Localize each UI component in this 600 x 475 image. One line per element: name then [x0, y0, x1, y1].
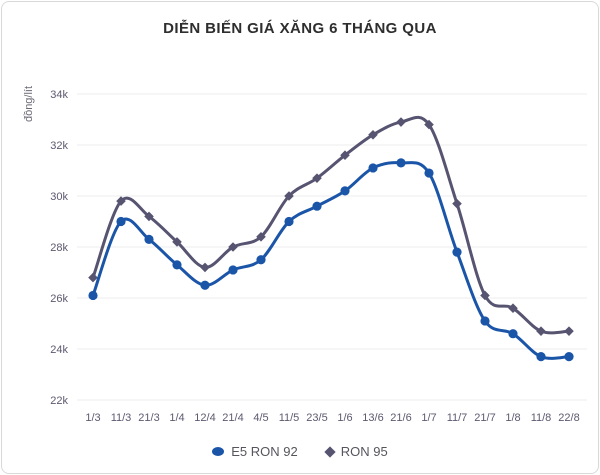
x-tick-label: 4/5: [253, 412, 268, 424]
series-e5-ron-92: [88, 158, 574, 362]
legend-label-ron-95: RON 95: [340, 444, 388, 459]
e5-ron-92-data-point: [284, 216, 294, 227]
ron-95-data-point: [172, 237, 182, 247]
legend-item-e5-ron-92[interactable]: E5 RON 92: [212, 444, 298, 459]
x-tick-label: 22/8: [558, 412, 579, 424]
x-tick-label: 1/4: [169, 412, 184, 424]
ron-95-data-point: [340, 150, 350, 160]
ron-95-marker-icon: [324, 445, 336, 458]
gridlines: [77, 93, 587, 401]
e5-ron-92-data-point: [312, 201, 322, 211]
ron-95-data-point: [564, 326, 574, 336]
x-tick-label: 1/6: [337, 412, 352, 424]
chart-legend: E5 RON 92 RON 95: [2, 444, 598, 459]
ron-95-data-point: [200, 262, 210, 273]
x-tick-label: 1/8: [505, 412, 520, 424]
ron-95-data-point: [480, 290, 490, 301]
e5-ron-92-data-point: [228, 265, 238, 275]
y-tick-label: 34k: [50, 89, 68, 101]
e5-ron-92-data-point: [396, 158, 406, 168]
e5-ron-92-line: [91, 161, 571, 360]
e5-ron-92-data-point: [116, 216, 126, 227]
ron-95-line: [91, 115, 571, 335]
x-tick-label: 11/5: [279, 412, 300, 424]
e5-ron-92-data-point: [536, 352, 546, 362]
x-tick-label: 21/3: [138, 412, 159, 424]
y-tick-label: 30k: [50, 191, 68, 203]
e5-ron-92-data-point: [88, 290, 98, 301]
x-tick-label: 11/8: [531, 412, 552, 424]
y-tick-label: 26k: [50, 293, 68, 305]
x-tick-label: 21/6: [390, 412, 411, 424]
ron-95-data-point: [228, 242, 238, 252]
ron-95-data-point: [368, 130, 378, 140]
ron-95-data-point: [256, 232, 266, 242]
x-tick-label: 11/3: [111, 412, 132, 424]
y-tick-label: 32k: [50, 140, 68, 152]
legend-label-e5-ron-92: E5 RON 92: [231, 444, 298, 459]
ron-95-data-point: [508, 303, 518, 313]
y-tick-label: 24k: [50, 344, 68, 356]
y-tick-label: 28k: [50, 242, 68, 254]
e5-ron-92-data-point: [564, 352, 574, 362]
y-axis-tick-labels: 22k 24k 26k 28k 30k 32k 34k: [50, 89, 68, 407]
ron-95-data-point: [312, 173, 322, 183]
ron-95-data-point: [536, 326, 546, 336]
ron-95-data-point: [116, 196, 126, 206]
ron-95-data-point: [424, 119, 434, 130]
x-tick-label: 11/7: [447, 412, 468, 424]
price-line-chart: 22k 24k 26k 28k 30k 32k 34k 1/3 11/3 21/3 1/4 12/4 2…: [50, 89, 587, 424]
e5-ron-92-data-point: [144, 234, 154, 244]
e5-ron-92-data-point: [368, 163, 378, 173]
x-tick-label: 1/3: [85, 412, 100, 424]
e5-ron-92-data-point: [508, 329, 518, 339]
e5-ron-92-data-point: [200, 280, 210, 290]
e5-ron-92-data-point: [424, 168, 434, 178]
e5-ron-92-data-point: [340, 186, 350, 196]
x-tick-label: 21/4: [222, 412, 243, 424]
x-tick-label: 23/5: [306, 412, 327, 424]
ron-95-data-point: [88, 272, 98, 283]
e5-ron-92-data-point: [172, 260, 182, 270]
ron-95-data-point: [144, 211, 154, 222]
x-axis-tick-labels: 1/3 11/3 21/3 1/4 12/4 21/4 4/5 11/5 23/5 1/6 13/6…: [85, 412, 579, 424]
chart-title: DIỄN BIẾN GIÁ XĂNG 6 THÁNG QUA: [163, 20, 437, 37]
e5-ron-92-data-point: [480, 316, 490, 326]
x-tick-label: 1/7: [421, 412, 436, 424]
e5-ron-92-data-point: [256, 255, 266, 265]
series-ron-95: [88, 115, 574, 336]
ron-95-data-point: [284, 191, 294, 201]
ron-95-data-point: [452, 198, 462, 209]
ron-95-data-point: [396, 117, 406, 127]
e5-ron-92-data-point: [452, 247, 462, 257]
e5-ron-92-marker-icon: [212, 447, 225, 456]
x-tick-label: 13/6: [362, 412, 383, 424]
x-tick-label: 21/7: [474, 412, 495, 424]
x-tick-label: 12/4: [194, 412, 215, 424]
y-tick-label: 22k: [50, 395, 68, 407]
legend-item-ron-95[interactable]: RON 95: [324, 444, 388, 459]
